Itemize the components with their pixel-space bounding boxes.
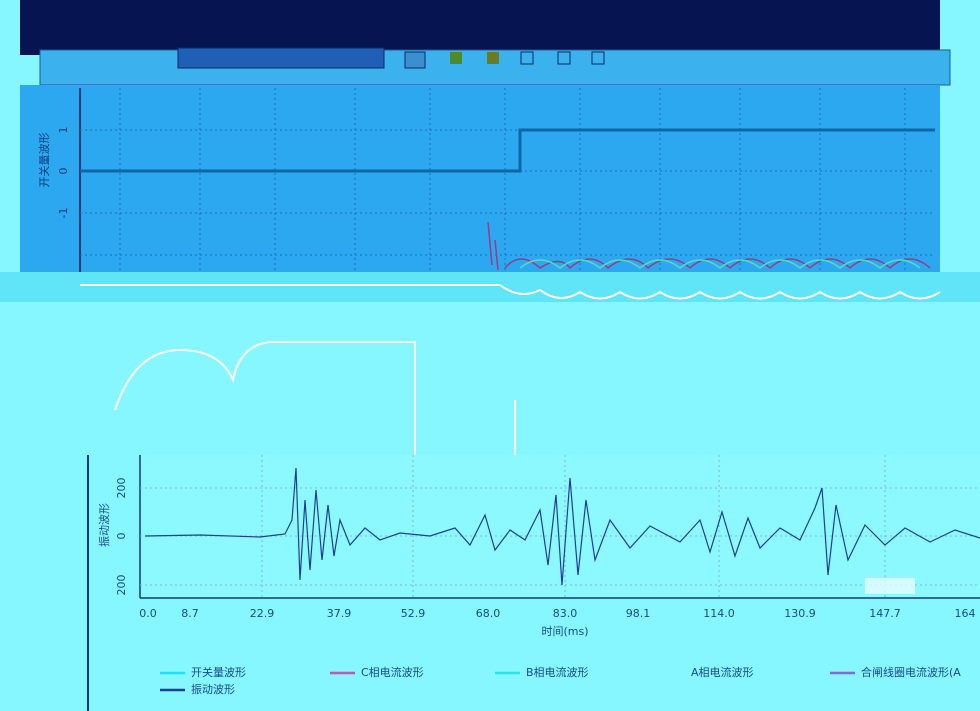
x-tick-label: 98.1 [626,607,651,620]
toolbar-button[interactable] [405,52,425,68]
coil-current-waveform [115,342,980,468]
y-tick-label: 0 [57,168,70,175]
x-tick-label: 147.7 [869,607,901,620]
y-tick-label: 0 [115,533,128,540]
legend-label: 振动波形 [191,682,235,696]
x-tick-label: 37.9 [327,607,352,620]
legend-label: A相电流波形 [691,665,754,679]
x-tick-label: 0.0 [139,607,157,620]
toolbar-button[interactable] [487,52,499,64]
y-tick-label: -1 [57,208,70,219]
app-window: 时间(ms) 开关量波形 1 0 -1 振动波形 200 0 200 0.0 8.7 22.9 37.… [0,0,980,711]
y-tick-label: 1 [57,127,70,134]
panel-background [20,85,940,272]
record-selector[interactable] [178,48,384,68]
x-tick-label: 68.0 [476,607,501,620]
panel-title: 振动波形 [97,503,111,547]
title-bar [20,0,940,55]
x-tick-label: 130.9 [784,607,816,620]
x-tick-label: 164 [955,607,976,620]
x-tick-label: 114.0 [703,607,735,620]
legend-label: B相电流波形 [526,665,589,679]
y-tick-label: 200 [115,478,128,499]
waveform-view: 时间(ms) 开关量波形 1 0 -1 振动波形 200 0 200 0.0 8.7 22.9 37.… [0,0,980,711]
legend-label: 开关量波形 [191,665,246,679]
x-tick-label: 8.7 [181,607,199,620]
x-tick-label: 83.0 [553,607,578,620]
panel-background [140,455,980,598]
toolbar-button[interactable] [450,52,462,64]
legend-label: C相电流波形 [361,665,424,679]
y-tick-label: 200 [115,575,128,596]
x-tick-label: 52.9 [401,607,426,620]
render-artifact [865,578,915,594]
panel-title: 开关量波形 [37,133,51,188]
x-axis-title: 时间(ms) [541,625,588,638]
x-tick-label: 22.9 [250,607,275,620]
legend-label: 合闸线圈电流波形(A [861,665,961,679]
